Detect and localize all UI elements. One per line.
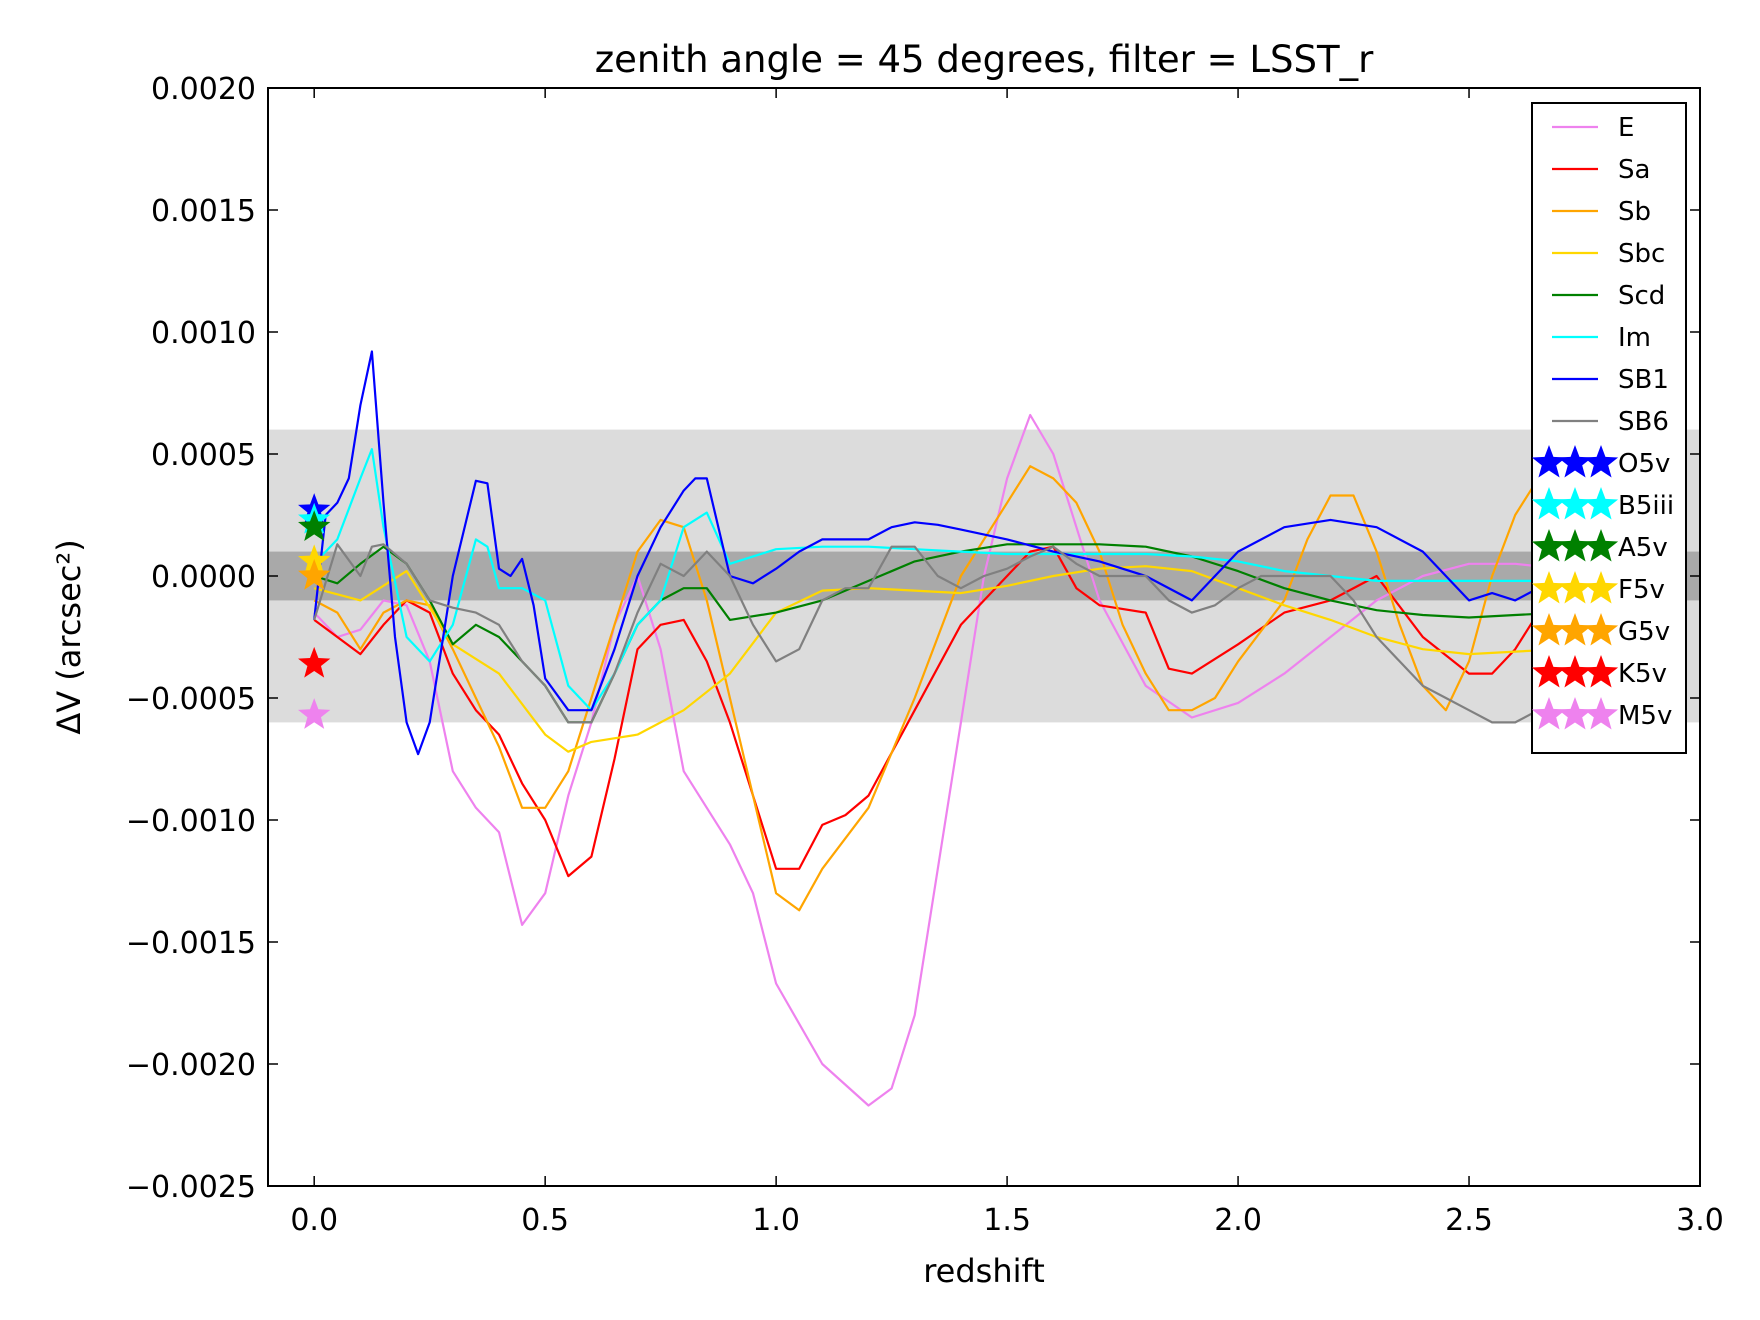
star-marker-A5v <box>298 510 331 541</box>
legend-star-A5v <box>1531 529 1567 562</box>
legend-label: K5v <box>1618 659 1667 689</box>
legend-star-K5v <box>1557 655 1593 688</box>
legend-star-G5v <box>1531 613 1567 646</box>
star-marker-G5v <box>298 559 331 590</box>
plot-frame <box>267 87 1701 1187</box>
legend-star-B5iii <box>1557 487 1593 520</box>
legend-star-M5v <box>1583 697 1619 730</box>
y-tick-label: 0.0015 <box>151 194 256 229</box>
legend-star-A5v <box>1583 529 1619 562</box>
legend-label: Sb <box>1618 197 1651 227</box>
series-line-Sb <box>313 453 1563 912</box>
legend-label: E <box>1618 113 1634 143</box>
legend-label: SB1 <box>1618 365 1669 395</box>
series-line-E <box>313 413 1562 1107</box>
series-line-SB6 <box>313 543 1563 724</box>
legend-star-B5iii <box>1531 487 1567 520</box>
legend-label: A5v <box>1618 533 1668 563</box>
star-markers <box>298 493 331 729</box>
x-tick-label: 2.0 <box>1214 1203 1262 1238</box>
series-line-Im <box>313 448 1562 712</box>
legend-star-G5v <box>1583 613 1619 646</box>
y-tick-labels: 0.0020 0.0015 0.0010 0.0005 0.0000 −0.0005 −0.… <box>126 72 256 1205</box>
star-marker-K5v <box>298 646 331 678</box>
y-tick-label: 0.0010 <box>151 316 256 351</box>
x-tick-label: 2.5 <box>1445 1203 1493 1238</box>
legend-label: SB6 <box>1618 407 1669 437</box>
y-tick-label: −0.0005 <box>126 682 256 717</box>
y-tick-label: −0.0010 <box>126 804 256 839</box>
series-line-SB1 <box>313 350 1562 756</box>
legend-star-K5v <box>1583 655 1619 688</box>
legend-label: Sa <box>1618 155 1650 185</box>
legend-star-F5v <box>1557 571 1593 604</box>
series-line-Sa <box>313 545 1563 878</box>
x-tick-label: 0.5 <box>521 1203 569 1238</box>
legend-label: O5v <box>1618 449 1670 479</box>
y-tick-label: −0.0025 <box>126 1170 256 1205</box>
legend-star-M5v <box>1557 697 1593 730</box>
x-tick-label: 1.5 <box>983 1203 1031 1238</box>
star-marker-M5v <box>298 698 331 729</box>
legend-label: B5iii <box>1618 491 1674 521</box>
x-tick-label: 1.0 <box>752 1203 800 1238</box>
y-tick-label: 0.0020 <box>151 72 256 107</box>
legend-label: M5v <box>1618 701 1672 731</box>
legend-label: Scd <box>1618 281 1665 311</box>
legend-star-O5v <box>1557 445 1593 478</box>
legend-star-O5v <box>1583 445 1619 478</box>
x-tick-labels: 0.0 0.5 1.0 1.5 2.0 2.5 3.0 <box>290 1203 1724 1238</box>
legend-star-M5v <box>1531 697 1567 730</box>
series-lines <box>313 350 1563 1107</box>
legend-star-F5v <box>1531 571 1567 604</box>
series-line-Scd <box>313 543 1562 724</box>
y-tick-label: 0.0005 <box>151 438 256 473</box>
legend-label: G5v <box>1618 617 1670 647</box>
y-axis-label: ΔV (arcsec²) <box>50 539 88 734</box>
legend-star-G5v <box>1557 613 1593 646</box>
x-axis-label: redshift <box>923 1252 1045 1290</box>
series-line-Sbc <box>313 565 1562 753</box>
legend-star-F5v <box>1583 571 1619 604</box>
legend-star-K5v <box>1531 655 1567 688</box>
x-tick-label: 3.0 <box>1676 1203 1724 1238</box>
legend-label: Im <box>1618 323 1651 353</box>
chart-title: zenith angle = 45 degrees, filter = LSST… <box>595 38 1374 81</box>
x-tick-label: 0.0 <box>290 1203 338 1238</box>
legend-label: Sbc <box>1618 239 1665 269</box>
y-tick-label: −0.0020 <box>126 1048 256 1083</box>
y-tick-label: −0.0015 <box>126 926 256 961</box>
legend-star-B5iii <box>1583 487 1619 520</box>
legend: E Sa Sb Sbc Scd Im SB1 SB6 O5v B5iii A5v F5v G5v K5v M… <box>1531 102 1687 754</box>
y-tick-label: 0.0000 <box>151 560 256 595</box>
legend-star-A5v <box>1557 529 1593 562</box>
legend-label: F5v <box>1618 575 1665 605</box>
legend-star-O5v <box>1531 445 1567 478</box>
